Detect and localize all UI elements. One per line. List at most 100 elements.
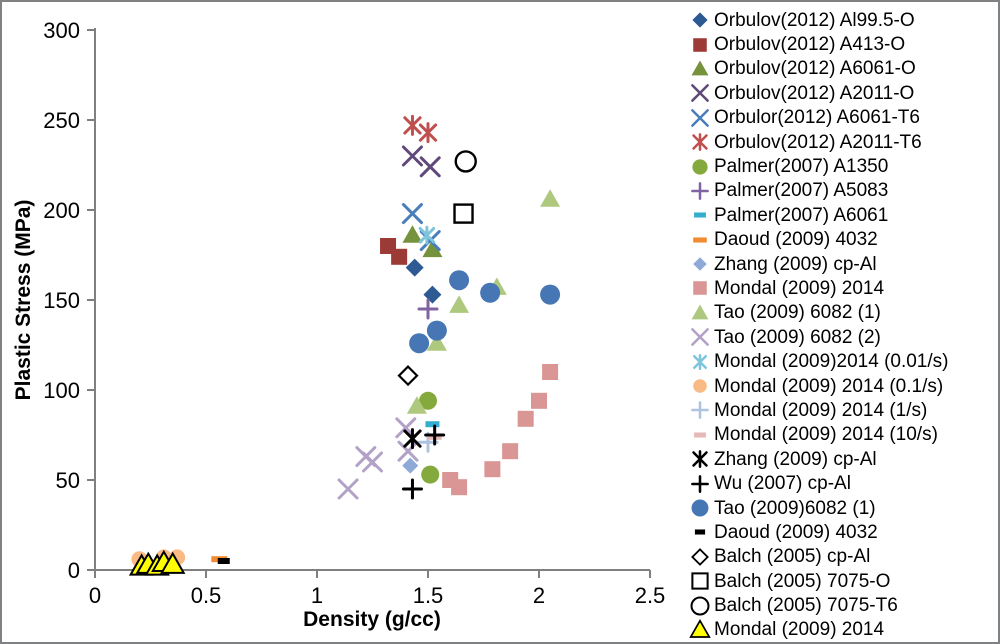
legend-marker-icon — [692, 158, 708, 175]
legend-label: Balch (2005) cp-Al — [714, 546, 871, 568]
data-point — [421, 465, 440, 484]
legend-marker-icon — [689, 618, 711, 638]
legend-label: Tao (2009) 6082 (2) — [714, 326, 881, 348]
data-point — [401, 145, 423, 167]
legend-item: Zhang (2009) cp-Al — [688, 252, 996, 276]
legend-marker-icon — [690, 596, 710, 616]
legend-item: Balch (2005) cp-Al — [688, 545, 996, 569]
legend-marker-icon — [694, 432, 706, 438]
data-point — [422, 239, 443, 258]
data-point — [453, 203, 474, 224]
legend-marker-icon — [691, 60, 709, 76]
x-tick-label: 1.5 — [413, 583, 444, 608]
legend-marker-icon — [693, 281, 707, 296]
legend-item: Orbulov(2012) A413-O — [688, 32, 996, 56]
legend-item: Mondal (2009) 2014 — [688, 276, 996, 300]
legend-item: Palmer(2007) A1350 — [688, 154, 996, 178]
legend-item: Mondal (2009) 2014 — [688, 618, 996, 642]
data-point — [531, 392, 547, 409]
legend-label: Orbulov(2012) Al99.5-O — [714, 9, 915, 31]
legend-marker-icon — [691, 401, 709, 420]
legend-item: Palmer(2007) A5083 — [688, 179, 996, 203]
x-axis-title: Density (g/cc) — [303, 608, 441, 631]
data-point — [454, 150, 477, 173]
data-point — [423, 285, 442, 304]
y-tick-label: 300 — [43, 18, 80, 43]
data-point — [425, 421, 440, 428]
data-point — [159, 551, 186, 574]
legend-item: Mondal (2009) 2014 (0.1/s) — [688, 374, 996, 398]
legend-label: Daoud (2009) 4032 — [714, 521, 878, 543]
x-tick-label: 0 — [89, 583, 101, 608]
legend-label: Mondal (2009)2014 (0.01/s) — [714, 351, 949, 373]
data-point — [451, 479, 468, 496]
legend-item: Mondal (2009) 2014 (10/s) — [688, 423, 996, 447]
y-tick-label: 150 — [43, 288, 80, 313]
data-point — [409, 333, 430, 354]
legend-marker-icon — [694, 529, 706, 535]
legend-marker-icon — [693, 237, 707, 243]
legend-marker-icon — [692, 450, 708, 469]
legend-item: Zhang (2009) cp-Al — [688, 447, 996, 471]
legend-item: Orbulor(2012) A6061-T6 — [688, 106, 996, 130]
legend-label: Balch (2005) 7075-T6 — [714, 595, 898, 617]
legend-marker-icon — [691, 328, 709, 347]
data-point — [542, 364, 559, 380]
legend-label: Orbulov(2012) A2011-O — [714, 82, 915, 104]
legend-item: Orbulov(2012) A2011-O — [688, 81, 996, 105]
legend-label: Zhang (2009) cp-Al — [714, 448, 877, 470]
legend-label: Tao (2009)6082 (1) — [714, 497, 876, 519]
data-point — [419, 391, 437, 410]
data-point — [402, 457, 419, 474]
legend-item: Daoud (2009) 4032 — [688, 520, 996, 544]
legend: Orbulov(2012) Al99.5-O Orbulov(2012) A413… — [688, 8, 996, 642]
data-point — [403, 428, 422, 450]
data-points — [128, 114, 561, 576]
legend-label: Mondal (2009) 2014 (0.1/s) — [714, 375, 944, 397]
legend-marker-icon — [692, 353, 708, 370]
data-point — [337, 478, 359, 500]
y-tick-label: 50 — [56, 468, 80, 493]
data-point — [517, 410, 534, 427]
legend-marker-icon — [693, 257, 707, 271]
legend-label: Palmer(2007) A1350 — [714, 156, 889, 178]
legend-label: Daoud (2009) 4032 — [714, 229, 878, 251]
axes: 0 50 100 150 200 250 300 0 0.5 1 1.5 2 2.5 — [43, 18, 665, 608]
data-point — [217, 558, 230, 564]
legend-item: Palmer(2007) A6061 — [688, 203, 996, 227]
y-tick-label: 250 — [43, 108, 80, 133]
legend-item: Wu (2007) cp-Al — [688, 471, 996, 495]
legend-label: Orbulov(2012) A6061-O — [714, 58, 916, 80]
legend-label: Mondal (2009) 2014 (10/s) — [714, 424, 938, 446]
data-point — [540, 284, 561, 305]
data-point — [401, 478, 423, 500]
data-point — [426, 333, 447, 351]
legend-marker-icon — [691, 499, 709, 517]
data-point — [484, 461, 501, 478]
y-tick-label: 0 — [68, 558, 80, 583]
legend-label: Orbulov(2012) A413-O — [714, 34, 906, 56]
data-point — [418, 122, 438, 144]
data-point — [449, 270, 470, 291]
legend-marker-icon — [691, 84, 709, 103]
legend-label: Mondal (2009) 2014 — [714, 619, 885, 641]
y-tick-label: 200 — [43, 198, 80, 223]
data-point — [480, 282, 501, 303]
data-point — [449, 295, 470, 313]
legend-label: Orbulov(2012) A2011-T6 — [714, 131, 922, 153]
legend-marker-icon — [694, 212, 706, 218]
legend-item: Balch (2005) 7075-O — [688, 569, 996, 593]
x-tick-label: 2 — [533, 583, 545, 608]
legend-label: Zhang (2009) cp-Al — [714, 253, 877, 275]
legend-marker-icon — [693, 37, 707, 52]
legend-marker-icon — [693, 379, 707, 393]
data-point — [540, 189, 561, 207]
legend-label: Wu (2007) cp-Al — [714, 473, 851, 495]
legend-item: Mondal (2009)2014 (0.01/s) — [688, 349, 996, 373]
legend-item: Tao (2009) 6082 (1) — [688, 301, 996, 325]
legend-item: Balch (2005) 7075-T6 — [688, 593, 996, 617]
data-point — [502, 443, 519, 460]
data-point — [417, 298, 439, 320]
